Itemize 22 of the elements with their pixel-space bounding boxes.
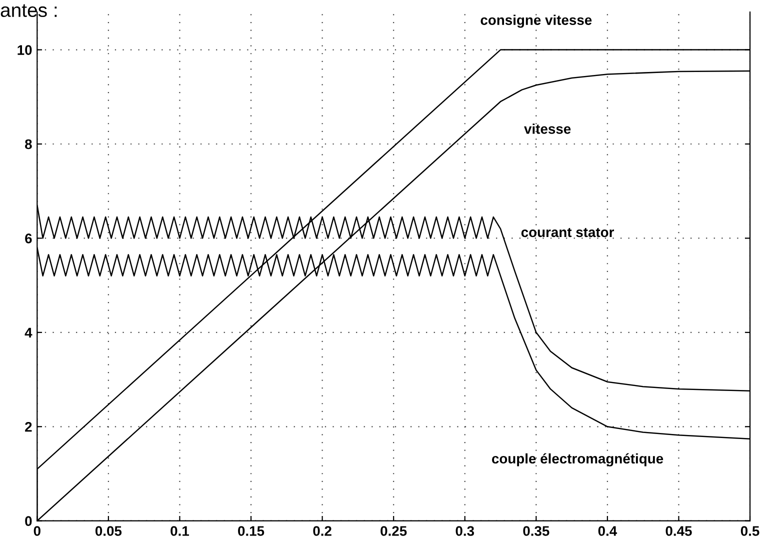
y-tick-label: 6: [25, 234, 32, 244]
x-tick-label: 0.3: [456, 526, 474, 536]
y-tick-label: 10: [18, 45, 32, 55]
x-tick-label: 0.5: [740, 526, 760, 536]
x-tick-label: 0.45: [666, 526, 692, 536]
annotation: courant stator: [521, 228, 614, 238]
x-tick-label: 0.4: [598, 526, 618, 536]
annotation: couple électromagnétique: [492, 453, 664, 466]
annotation: antes :: [0, 4, 57, 18]
y-tick-label: 2: [25, 422, 32, 432]
y-tick-label: 8: [25, 139, 32, 150]
x-tick-label: 0.15: [238, 526, 264, 536]
y-tick-label: 4: [24, 328, 32, 338]
x-tick-label: 0.35: [523, 526, 550, 536]
x-tick-label: 0: [34, 526, 40, 536]
x-tick-label: 0.2: [313, 526, 332, 536]
x-tick-label: 0.25: [380, 526, 407, 536]
x-tick-label: 0.05: [95, 526, 122, 536]
annotation: vitesse: [524, 124, 571, 134]
x-tick-label: 0.1: [170, 526, 189, 536]
annotation: consigne vitesse: [480, 14, 592, 28]
y-tick-label: 0: [25, 516, 32, 526]
